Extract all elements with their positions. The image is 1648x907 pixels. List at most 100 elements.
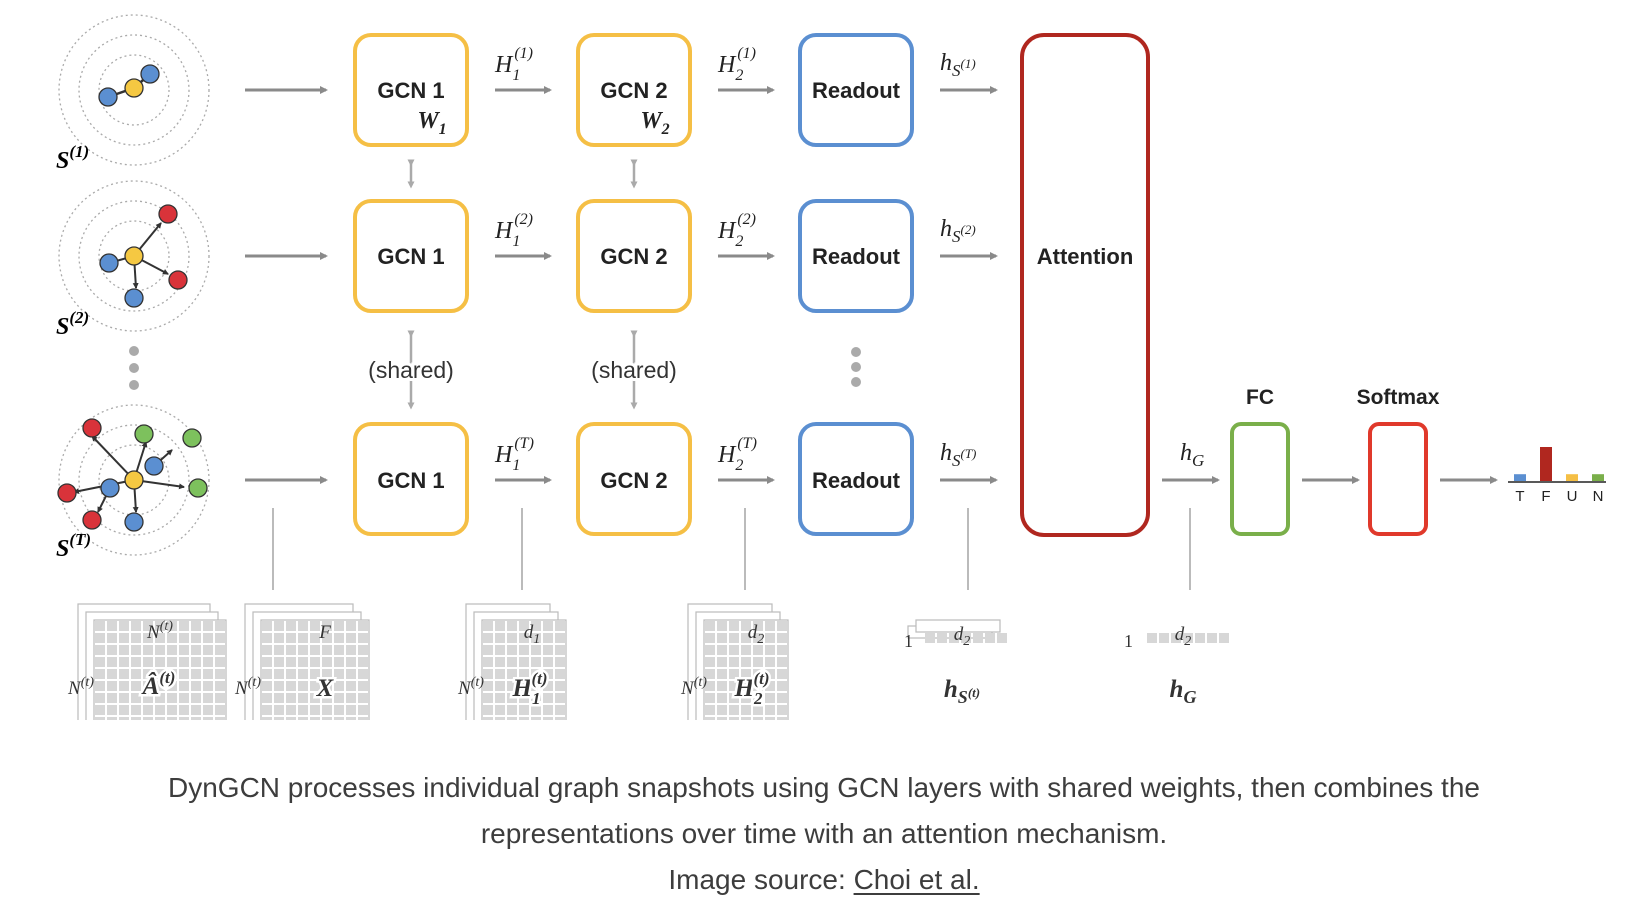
matrix-cell <box>507 681 517 691</box>
matrix-cell <box>555 693 565 703</box>
matrix-cell <box>179 633 189 643</box>
matrix-cell <box>531 681 541 691</box>
matrix-cell <box>95 633 105 643</box>
matrix-cell <box>262 621 272 631</box>
matrix-cell <box>155 621 165 631</box>
matrix-cell <box>107 669 117 679</box>
matrix-cell <box>531 657 541 667</box>
matrix-cell <box>131 705 141 715</box>
gcn1-weight: W1 <box>417 108 446 138</box>
matrix-cell <box>215 633 225 643</box>
shared-label-gcn1: (shared) <box>368 357 454 383</box>
matrix-cell <box>95 693 105 703</box>
matrix-h1-left-label: N(t) <box>457 675 484 699</box>
gcn1-label-row1: GCN 1 <box>377 78 444 103</box>
matrix-cell <box>286 717 296 720</box>
matrix-cell <box>346 705 356 715</box>
matrix-cell <box>191 717 201 720</box>
output-bar-label: T <box>1515 488 1524 505</box>
matrix-cell <box>531 633 541 643</box>
matrix-cell <box>346 645 356 655</box>
gcn2-box-row-t <box>576 422 692 536</box>
matrix-cell <box>298 669 308 679</box>
matrix-cell <box>519 645 529 655</box>
matrix-cell <box>322 657 332 667</box>
matrix-cell <box>753 633 763 643</box>
matrix-cell <box>203 645 213 655</box>
snapshot-label-1: S(1) <box>56 142 89 174</box>
matrix-cell <box>215 645 225 655</box>
matrix-cell <box>262 669 272 679</box>
gcn1-label-row2: GCN 1 <box>377 244 444 269</box>
vector-cell <box>997 633 1007 643</box>
matrix-cell <box>717 681 727 691</box>
matrix-cell <box>179 621 189 631</box>
vector-hs-one: 1 <box>904 631 913 651</box>
matrix-cell <box>262 645 272 655</box>
matrix-cell <box>729 705 739 715</box>
matrix-h1 <box>465 603 567 720</box>
image-source-link[interactable]: Choi et al. <box>853 864 980 895</box>
matrix-a-left-label: N(t) <box>67 675 94 699</box>
matrix-cell <box>95 705 105 715</box>
matrix-cell <box>483 693 493 703</box>
output-bar-N <box>1592 474 1604 481</box>
matrix-features <box>244 603 370 720</box>
matrix-cell <box>191 657 201 667</box>
matrix-cell <box>310 633 320 643</box>
matrix-cell <box>705 621 715 631</box>
matrix-cell <box>358 621 368 631</box>
matrix-cell <box>777 633 787 643</box>
matrix-cell <box>274 621 284 631</box>
vector-hg-one: 1 <box>1124 631 1133 651</box>
matrix-cell <box>705 645 715 655</box>
matrix-cell <box>765 657 775 667</box>
matrix-cell <box>310 705 320 715</box>
matrix-cell <box>741 633 751 643</box>
matrix-cell <box>286 693 296 703</box>
matrix-cell <box>729 669 739 679</box>
matrix-cell <box>298 657 308 667</box>
matrix-cell <box>179 645 189 655</box>
matrix-cell <box>215 669 225 679</box>
matrix-cell <box>310 717 320 720</box>
matrix-cell <box>119 633 129 643</box>
graph-node-red <box>158 204 178 224</box>
gcn2-label-row-t: GCN 2 <box>600 468 667 493</box>
matrix-cell <box>155 669 165 679</box>
matrix-cell <box>765 717 775 720</box>
matrix-cell <box>143 669 153 679</box>
vector-hg-name: hG <box>1170 676 1197 707</box>
matrix-cell <box>322 633 332 643</box>
vector-hg-top-label: d2 <box>1175 624 1192 649</box>
matrix-cell <box>346 633 356 643</box>
matrix-cell <box>191 693 201 703</box>
matrix-cell <box>262 681 272 691</box>
matrix-cell <box>753 621 763 631</box>
output-bar-label: F <box>1541 488 1550 505</box>
matrix-cell <box>310 621 320 631</box>
matrix-cell <box>298 693 308 703</box>
matrix-cell <box>155 705 165 715</box>
readout-box-row2 <box>798 199 914 313</box>
matrix-cell <box>322 669 332 679</box>
matrix-cell <box>705 681 715 691</box>
matrix-cell <box>310 657 320 667</box>
matrix-cell <box>765 633 775 643</box>
matrix-cell <box>729 693 739 703</box>
vector-cell <box>973 633 983 643</box>
matrix-cell <box>729 717 739 720</box>
matrix-cell <box>167 681 177 691</box>
matrix-cell <box>334 717 344 720</box>
matrix-cell <box>143 645 153 655</box>
graph-node-blue <box>99 253 119 273</box>
matrix-cell <box>483 669 493 679</box>
matrix-cell <box>167 633 177 643</box>
matrix-cell <box>753 705 763 715</box>
h2-label-row-t: H2(T) <box>717 435 757 474</box>
matrix-cell <box>203 681 213 691</box>
graph-node-red <box>82 418 102 438</box>
matrix-cell <box>334 645 344 655</box>
matrix-cell <box>346 621 356 631</box>
graph-node-yellow <box>124 470 144 490</box>
